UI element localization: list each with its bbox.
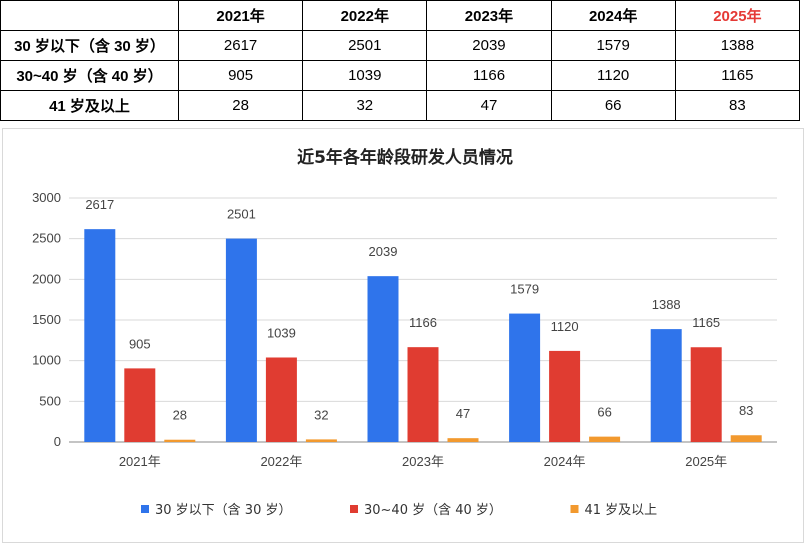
data-label: 1120 xyxy=(551,319,579,334)
table-header-cell: 2023年 xyxy=(426,0,552,31)
table-cell: 66 xyxy=(550,90,676,121)
data-label: 28 xyxy=(173,408,187,423)
table-row: 30 岁以下（含 30 岁） 2617 2501 2039 1579 1388 xyxy=(0,30,801,61)
data-label: 2039 xyxy=(369,244,398,259)
data-label: 1388 xyxy=(652,297,681,312)
table-header-cell: 2022年 xyxy=(302,0,428,31)
data-label: 47 xyxy=(456,406,470,421)
data-label: 2617 xyxy=(85,197,114,212)
table-header-row: 2021年 2022年 2023年 2024年 2025年 xyxy=(0,0,801,31)
y-tick-label: 2000 xyxy=(32,271,61,286)
legend-swatch xyxy=(570,505,579,513)
data-label: 1165 xyxy=(692,315,720,330)
x-tick-label: 2023年 xyxy=(402,454,444,469)
bar xyxy=(225,238,257,442)
table-cell: 1579 xyxy=(550,30,676,61)
bar xyxy=(407,347,439,442)
data-label: 32 xyxy=(314,407,328,422)
table-cell: 1388 xyxy=(674,30,801,61)
data-table: 2021年 2022年 2023年 2024年 2025年 30 岁以下（含 3… xyxy=(0,0,801,121)
bar xyxy=(549,350,581,442)
x-tick-label: 2024年 xyxy=(544,454,586,469)
table-header-cell: 2024年 xyxy=(550,0,676,31)
table-cell: 1039 xyxy=(302,60,428,91)
bar xyxy=(367,276,399,442)
table-row-label: 30 岁以下（含 30 岁） xyxy=(0,30,179,61)
y-tick-label: 1000 xyxy=(32,353,61,368)
table-cell: 2039 xyxy=(426,30,552,61)
table-header-cell: 2025年 xyxy=(674,0,801,31)
data-label: 66 xyxy=(597,405,611,420)
table-row-label: 41 岁及以上 xyxy=(0,90,179,121)
bar xyxy=(305,439,337,442)
bar xyxy=(265,357,297,442)
table-row: 41 岁及以上 28 32 47 66 83 xyxy=(0,90,801,121)
data-label: 2501 xyxy=(227,207,256,222)
bar xyxy=(84,229,116,442)
table-cell: 905 xyxy=(177,60,304,91)
y-tick-label: 1500 xyxy=(32,312,61,327)
legend-swatch xyxy=(350,505,358,513)
table-corner-cell xyxy=(0,0,179,31)
table-cell: 47 xyxy=(426,90,552,121)
legend-label: 41 岁及以上 xyxy=(585,503,658,518)
legend-label: 30~40 岁（含 40 岁） xyxy=(364,502,502,518)
bar xyxy=(509,313,541,442)
x-tick-label: 2022年 xyxy=(260,454,302,469)
chart-container: 近5年各年龄段研发人员情况 0 500 1000 1500 2000 2500 3000 26… xyxy=(2,128,804,543)
bar xyxy=(124,368,156,442)
bar xyxy=(164,439,196,442)
data-label: 905 xyxy=(129,336,151,351)
table-cell: 1165 xyxy=(674,60,801,91)
table-cell: 1120 xyxy=(550,60,676,91)
data-label: 1579 xyxy=(510,282,539,297)
data-label: 1166 xyxy=(409,315,437,330)
table-cell: 83 xyxy=(674,90,801,121)
table-row-label: 30~40 岁（含 40 岁） xyxy=(0,60,179,91)
y-tick-label: 3000 xyxy=(32,190,61,205)
bar xyxy=(690,347,722,442)
y-tick-label: 0 xyxy=(54,434,61,449)
bar xyxy=(447,438,479,442)
bar xyxy=(650,329,682,442)
table-row: 30~40 岁（含 40 岁） 905 1039 1166 1120 1165 xyxy=(0,60,801,91)
x-tick-label: 2021年 xyxy=(119,454,161,469)
table-cell: 2501 xyxy=(302,30,428,61)
y-tick-label: 500 xyxy=(39,393,61,408)
chart-title: 近5年各年龄段研发人员情况 xyxy=(297,147,513,168)
table-cell: 28 xyxy=(177,90,304,121)
bar xyxy=(730,435,762,442)
x-tick-label: 2025年 xyxy=(685,454,727,469)
y-tick-label: 2500 xyxy=(32,231,61,246)
table-cell: 2617 xyxy=(177,30,304,61)
data-label: 83 xyxy=(739,403,753,418)
bar-chart: 近5年各年龄段研发人员情况 0 500 1000 1500 2000 2500 3000 26… xyxy=(32,147,777,518)
data-label: 1039 xyxy=(267,325,296,340)
table-cell: 1166 xyxy=(426,60,552,91)
table-cell: 32 xyxy=(302,90,428,121)
legend-swatch xyxy=(141,505,149,513)
bar xyxy=(589,436,621,442)
table-header-cell: 2021年 xyxy=(177,0,304,31)
legend-label: 30 岁以下（含 30 岁） xyxy=(155,502,291,518)
